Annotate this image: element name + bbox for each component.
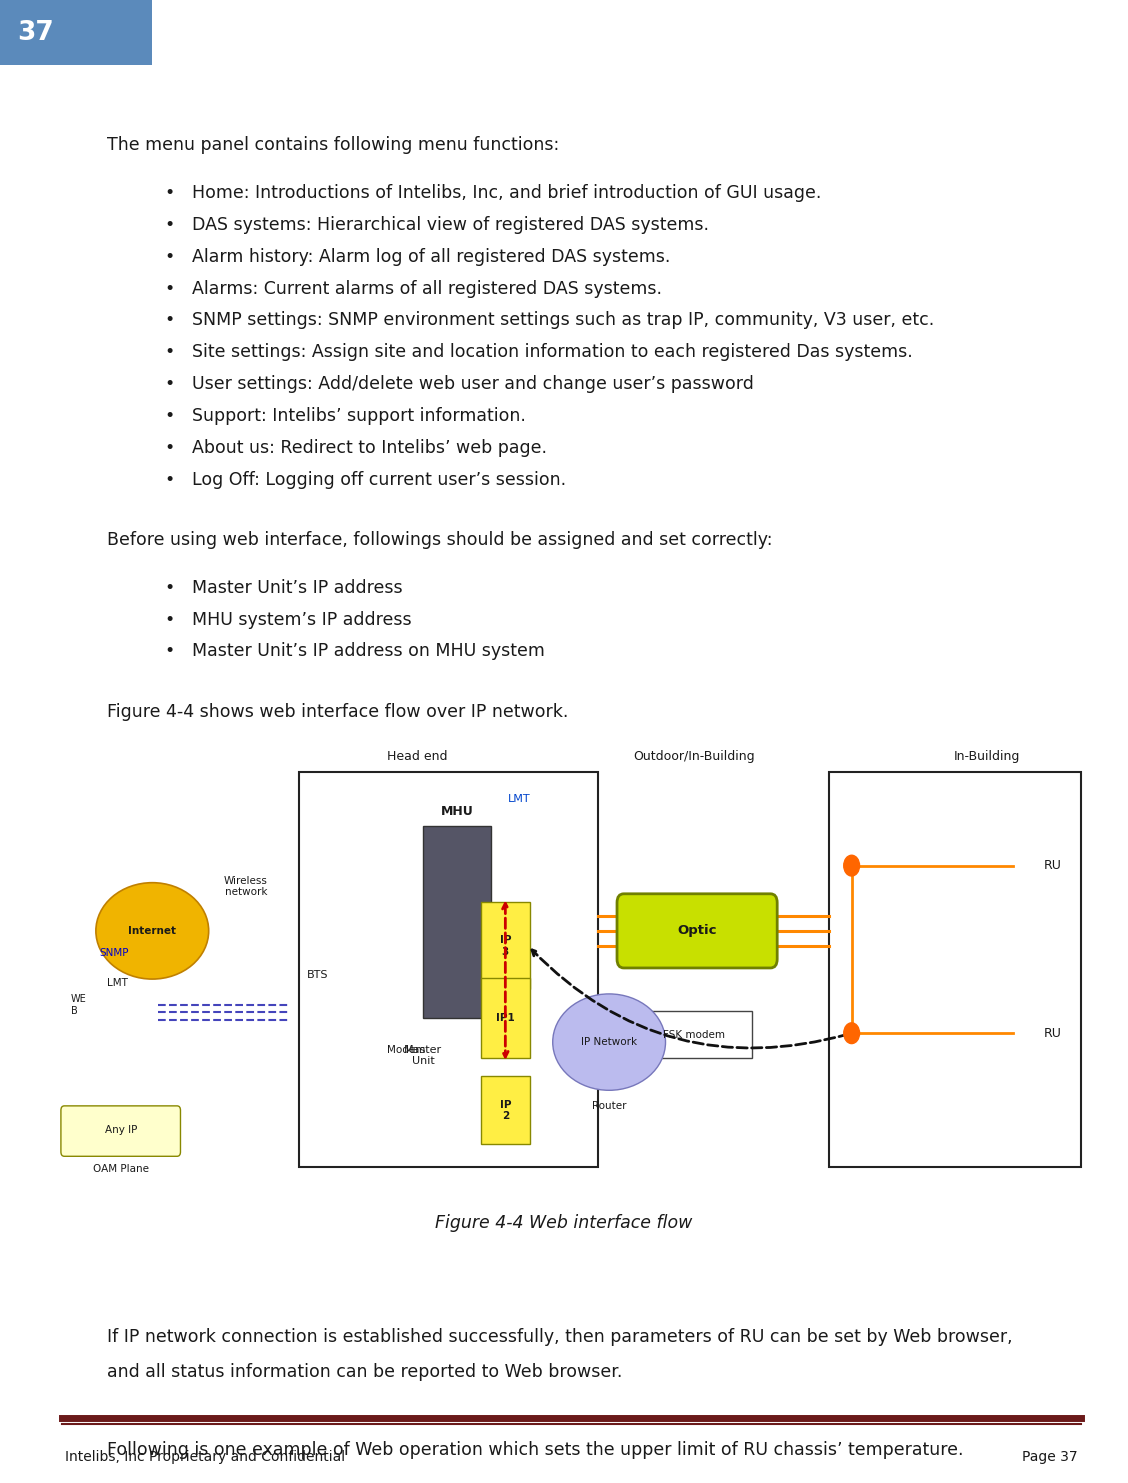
Text: RU: RU [1043,1026,1061,1040]
Text: •: • [164,406,175,426]
Text: FSK modem: FSK modem [663,1029,724,1040]
Text: •: • [164,279,175,298]
Text: Page 37: Page 37 [1022,1450,1077,1464]
Text: Before using web interface, followings should be assigned and set correctly:: Before using web interface, followings s… [107,531,773,549]
Text: IP
2: IP 2 [500,1099,511,1121]
FancyBboxPatch shape [423,826,491,1019]
Text: If IP network connection is established successfully, then parameters of RU can : If IP network connection is established … [107,1329,1013,1347]
Text: IP1: IP1 [496,1013,514,1023]
Circle shape [844,856,860,876]
Text: LMT: LMT [508,793,530,804]
Text: Router: Router [592,1102,626,1111]
Text: Alarms: Current alarms of all registered DAS systems.: Alarms: Current alarms of all registered… [192,279,662,298]
Text: SNMP settings: SNMP environment settings such as trap IP, community, V3 user, et: SNMP settings: SNMP environment settings… [192,311,934,329]
Text: Intelibs, Inc Proprietary and Confidential: Intelibs, Inc Proprietary and Confidenti… [65,1450,345,1464]
FancyBboxPatch shape [61,1106,180,1157]
Text: •: • [164,311,175,329]
Text: DAS systems: Hierarchical view of registered DAS systems.: DAS systems: Hierarchical view of regist… [192,215,708,234]
Text: OAM Plane: OAM Plane [92,1164,149,1173]
Text: IP Network: IP Network [581,1037,637,1047]
Text: 37: 37 [17,19,54,46]
Text: LMT: LMT [107,977,129,988]
Text: Head end: Head end [387,750,448,764]
FancyBboxPatch shape [829,773,1081,1167]
Text: •: • [164,375,175,393]
Text: SNMP: SNMP [99,948,129,958]
Text: In-Building: In-Building [954,750,1020,764]
Text: •: • [164,343,175,362]
Text: •: • [164,248,175,265]
Text: Master Unit’s IP address on MHU system: Master Unit’s IP address on MHU system [192,642,545,660]
Text: Following is one example of Web operation which sets the upper limit of RU chass: Following is one example of Web operatio… [107,1441,963,1459]
Text: Alarm history: Alarm log of all registered DAS systems.: Alarm history: Alarm log of all register… [192,248,670,265]
Text: •: • [164,611,175,629]
Circle shape [844,1023,860,1044]
Text: IP
3: IP 3 [500,934,511,957]
Text: Support: Intelibs’ support information.: Support: Intelibs’ support information. [192,406,526,426]
Text: Home: Introductions of Intelibs, Inc, and brief introduction of GUI usage.: Home: Introductions of Intelibs, Inc, an… [192,184,821,202]
Text: Figure 4-4 Web interface flow: Figure 4-4 Web interface flow [435,1215,693,1232]
Text: Optic: Optic [677,924,717,937]
Text: Wireless
network: Wireless network [224,875,267,897]
Text: •: • [164,642,175,660]
Text: Internet: Internet [129,925,176,936]
FancyBboxPatch shape [617,894,777,968]
Text: About us: Redirect to Intelibs’ web page.: About us: Redirect to Intelibs’ web page… [192,439,547,457]
FancyBboxPatch shape [635,1011,752,1059]
Ellipse shape [96,882,209,979]
Text: MHU system’s IP address: MHU system’s IP address [192,611,412,629]
Text: Site settings: Assign site and location information to each registered Das syste: Site settings: Assign site and location … [192,343,913,362]
Text: Modem: Modem [387,1044,425,1054]
Text: Log Off: Logging off current user’s session.: Log Off: Logging off current user’s sess… [192,470,566,489]
Text: •: • [164,439,175,457]
Text: Master
Unit: Master Unit [404,1044,442,1066]
Text: The menu panel contains following menu functions:: The menu panel contains following menu f… [107,136,559,154]
Text: •: • [164,578,175,596]
Text: •: • [164,470,175,489]
FancyBboxPatch shape [481,979,530,1059]
Text: and all status information can be reported to Web browser.: and all status information can be report… [107,1363,623,1381]
Text: RU: RU [1043,859,1061,872]
Text: Master Unit’s IP address: Master Unit’s IP address [192,578,403,596]
Text: Outdoor/In-Building: Outdoor/In-Building [633,750,755,764]
FancyBboxPatch shape [481,1077,530,1145]
Text: MHU: MHU [440,805,474,819]
Text: WE
B: WE B [71,994,87,1016]
Text: •: • [164,215,175,234]
FancyBboxPatch shape [299,773,598,1167]
Text: •: • [164,184,175,202]
FancyBboxPatch shape [481,902,530,989]
FancyBboxPatch shape [0,0,152,65]
Text: BTS: BTS [307,970,329,980]
Text: Figure 4-4 shows web interface flow over IP network.: Figure 4-4 shows web interface flow over… [107,703,569,721]
Text: Any IP: Any IP [105,1124,136,1134]
Ellipse shape [553,994,666,1090]
Text: User settings: Add/delete web user and change user’s password: User settings: Add/delete web user and c… [192,375,754,393]
